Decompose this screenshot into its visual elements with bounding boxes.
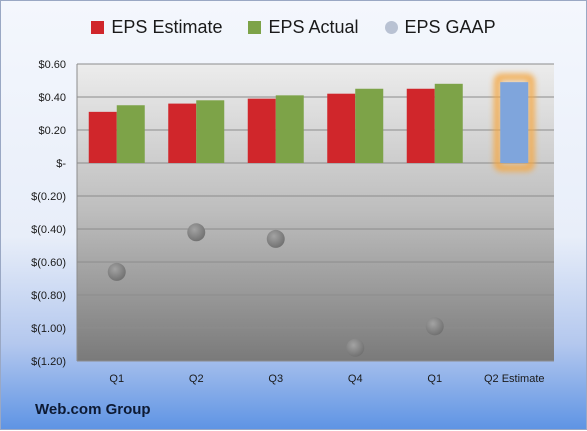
bar-eps-estimate bbox=[327, 93, 356, 163]
legend: EPS Estimate EPS Actual EPS GAAP bbox=[1, 17, 586, 38]
legend-item-gaap: EPS GAAP bbox=[384, 17, 496, 38]
legend-label-gaap: EPS GAAP bbox=[404, 17, 496, 37]
x-tick-label: Q3 bbox=[268, 373, 283, 385]
bar-eps-estimate bbox=[406, 88, 435, 163]
y-tick-label: $(1.00) bbox=[31, 323, 66, 335]
y-tick-label: $0.40 bbox=[38, 92, 66, 104]
y-tick-label: $0.60 bbox=[38, 59, 66, 71]
point-eps-gaap bbox=[425, 317, 444, 336]
x-tick-label: Q2 Estimate bbox=[484, 373, 545, 385]
point-eps-gaap bbox=[187, 223, 206, 242]
y-tick-label: $0.20 bbox=[38, 125, 66, 137]
point-eps-gaap bbox=[266, 229, 285, 248]
company-name: Web.com Group bbox=[35, 401, 151, 418]
legend-swatch-actual bbox=[248, 21, 262, 34]
legend-label-actual: EPS Actual bbox=[268, 17, 359, 37]
bar-eps-actual bbox=[355, 88, 384, 163]
y-tick-label: $(0.20) bbox=[31, 191, 66, 203]
x-tick-label: Q1 bbox=[109, 373, 124, 385]
x-tick-label: Q1 bbox=[427, 373, 442, 385]
bar-eps-estimate bbox=[247, 98, 276, 163]
y-tick-label: $(1.20) bbox=[31, 356, 66, 368]
x-tick-label: Q2 bbox=[189, 373, 204, 385]
legend-swatch-estimate bbox=[91, 21, 105, 34]
y-tick-label: $(0.40) bbox=[31, 224, 66, 236]
y-tick-label: $(0.60) bbox=[31, 257, 66, 269]
highlight-glow bbox=[493, 73, 535, 172]
y-tick-label: $- bbox=[56, 158, 66, 170]
bar-eps-actual bbox=[434, 83, 463, 163]
plot-background bbox=[77, 64, 554, 361]
y-tick-label: $(0.80) bbox=[31, 290, 66, 302]
bar-eps-estimate bbox=[168, 103, 197, 163]
legend-swatch-gaap bbox=[384, 21, 398, 34]
bar-eps-actual bbox=[275, 95, 304, 163]
legend-label-estimate: EPS Estimate bbox=[111, 17, 223, 37]
bar-eps-estimate bbox=[88, 111, 117, 163]
x-tick-label: Q4 bbox=[348, 373, 363, 385]
point-eps-gaap bbox=[346, 338, 365, 357]
legend-item-estimate: EPS Estimate bbox=[91, 17, 222, 38]
legend-item-actual: EPS Actual bbox=[248, 17, 359, 38]
point-eps-gaap bbox=[107, 262, 126, 281]
bar-eps-actual bbox=[196, 100, 225, 163]
bar-q2-estimate bbox=[500, 82, 529, 163]
bar-eps-actual bbox=[116, 105, 145, 163]
